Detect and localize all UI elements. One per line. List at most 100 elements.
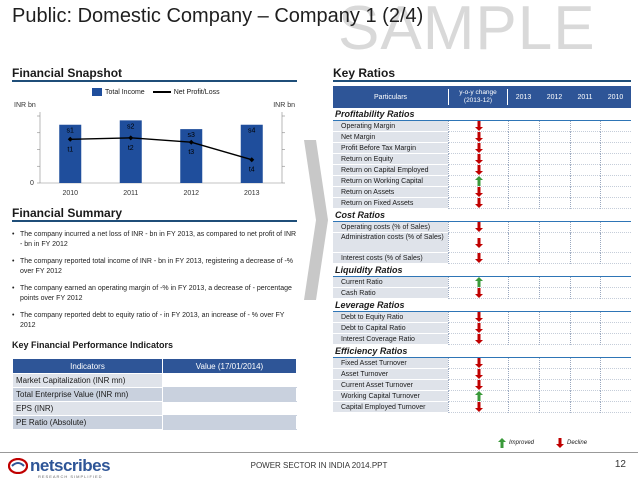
ratio-label: Return on Fixed Assets (333, 198, 448, 209)
ratio-row: Working Capital Turnover (333, 391, 631, 402)
ratio-2010-cell (600, 334, 631, 345)
ratio-label: Debt to Equity Ratio (333, 312, 448, 323)
page-number: 12 (614, 459, 626, 470)
arrow-down-icon (474, 198, 483, 208)
ratio-row: Fixed Asset Turnover (333, 358, 631, 369)
ratio-2012-cell (539, 358, 570, 369)
x-tick-label: 2012 (183, 190, 199, 197)
ratio-yoy-cell (448, 380, 508, 391)
sample-watermark: SAMPLE (338, 0, 596, 63)
col-2012: 2012 (546, 93, 563, 101)
ratio-yoy-cell (448, 154, 508, 165)
ratio-2013-cell (508, 380, 539, 391)
arrow-down-icon (474, 187, 483, 197)
ratio-yoy-cell (448, 176, 508, 187)
ratio-2013-cell (508, 312, 539, 323)
ratio-2011-cell (570, 358, 600, 369)
legend-total-income: Total Income (92, 88, 145, 96)
ratio-yoy-cell (448, 222, 508, 233)
ratio-2011-cell (570, 380, 600, 391)
ratio-2012-cell (539, 187, 570, 198)
ratio-2010-cell (600, 391, 631, 402)
kpi-value-cell (162, 401, 297, 416)
ratio-2011-cell (570, 277, 600, 288)
ratio-label: Current Asset Turnover (333, 380, 448, 391)
ratio-2010-cell (600, 312, 631, 323)
financial-summary-heading: Financial Summary (12, 206, 297, 222)
kpi-indicator-label: PE Ratio (Absolute) (12, 415, 163, 430)
ratio-2010-cell (600, 222, 631, 233)
y-tick-label: 0 (30, 180, 34, 187)
ratio-2013-cell (508, 165, 539, 176)
arrow-down-icon (474, 143, 483, 153)
summary-bullet: The company earned an operating margin o… (12, 284, 297, 304)
ratio-2011-cell (570, 391, 600, 402)
kpi-col-value: Value (17/01/2014) (162, 358, 297, 374)
arrow-down-icon (474, 121, 483, 131)
line-point-2013 (249, 157, 255, 163)
footer-divider (0, 452, 638, 453)
ratio-row: Return on Working Capital (333, 176, 631, 187)
ratio-yoy-cell (448, 143, 508, 154)
kpi-col-indicators: Indicators (12, 358, 163, 374)
ratio-2010-cell (600, 176, 631, 187)
netscribes-logo: netscribes RESEARCH SIMPLIFIED (8, 456, 111, 479)
ratio-row: Operating costs (% of Sales) (333, 222, 631, 233)
ratio-2010-cell (600, 198, 631, 209)
ratio-group-heading: Liquidity Ratios (333, 264, 631, 277)
bar-2012 (180, 129, 203, 183)
ratio-row: Debt to Equity Ratio (333, 312, 631, 323)
ratio-2013-cell (508, 176, 539, 187)
arrow-down-icon (474, 402, 483, 412)
arrow-up-icon (474, 176, 483, 186)
ratio-label: Profit Before Tax Margin (333, 143, 448, 154)
arrow-down-icon (474, 222, 483, 232)
arrow-down-icon (474, 312, 483, 322)
chevron-right-icon (304, 140, 328, 300)
ratio-2013-cell (508, 154, 539, 165)
ratio-yoy-cell (448, 187, 508, 198)
ratio-label: Fixed Asset Turnover (333, 358, 448, 369)
ratio-2010-cell (600, 187, 631, 198)
ratio-yoy-cell (448, 312, 508, 323)
ratio-2011-cell (570, 176, 600, 187)
ratio-2011-cell (570, 312, 600, 323)
ratio-2012-cell (539, 288, 570, 299)
ratio-2011-cell (570, 222, 600, 233)
ratio-group-heading: Profitability Ratios (333, 108, 631, 121)
arrow-down-icon (474, 323, 483, 333)
ratio-yoy-cell (448, 369, 508, 380)
line-label: t3 (188, 149, 194, 156)
ratio-2012-cell (539, 143, 570, 154)
line-swatch-icon (152, 90, 171, 93)
ratio-2013-cell (508, 323, 539, 334)
ratio-2011-cell (570, 402, 600, 413)
page-title: Public: Domestic Company – Company 1 (2/… (12, 5, 424, 27)
kpi-value-cell (162, 415, 297, 430)
ratio-yoy-cell (448, 358, 508, 369)
arrow-down-icon (474, 288, 483, 298)
ratio-2010-cell (600, 121, 631, 132)
ratio-2012-cell (539, 222, 570, 233)
ratio-2011-cell (570, 143, 600, 154)
ratio-2013-cell (508, 198, 539, 209)
ratio-2011-cell (570, 132, 600, 143)
kpi-row: EPS (INR) (12, 401, 297, 416)
ratio-2011-cell (570, 323, 600, 334)
financial-snapshot-heading: Financial Snapshot (12, 66, 297, 82)
ratio-2011-cell (570, 233, 600, 253)
ratio-label: Administration costs (% of Sales) (333, 233, 448, 253)
ratio-label: Debt to Capital Ratio (333, 323, 448, 334)
ratio-2013-cell (508, 143, 539, 154)
ratio-2012-cell (539, 323, 570, 334)
kpi-indicator-label: Total Enterprise Value (INR mn) (12, 387, 163, 402)
ratio-2013-cell (508, 369, 539, 380)
line-label: t4 (249, 167, 255, 174)
ratio-row: Cash Ratio (333, 288, 631, 299)
ratio-yoy-cell (448, 198, 508, 209)
key-ratios-table: Particulars y-o-y change (2013-12) 2013 … (333, 86, 631, 413)
ratio-yoy-cell (448, 402, 508, 413)
ratio-2012-cell (539, 312, 570, 323)
ratio-row: Interest costs (% of Sales) (333, 253, 631, 264)
ratio-label: Operating costs (% of Sales) (333, 222, 448, 233)
